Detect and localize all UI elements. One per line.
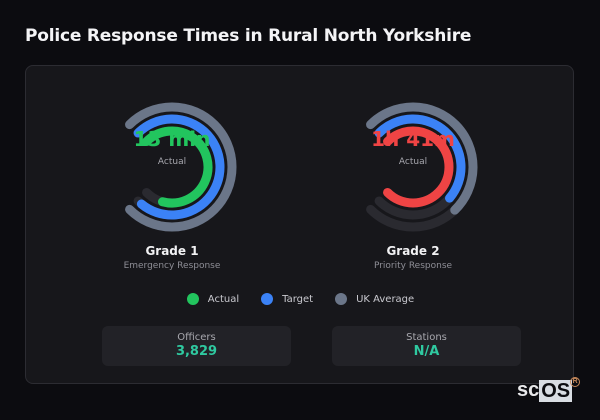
logo-text-os: OS bbox=[539, 380, 573, 402]
stat-stations-value: N/A bbox=[413, 344, 440, 359]
legend-label-target: Target bbox=[282, 293, 314, 305]
legend-label-actual: Actual bbox=[207, 293, 240, 305]
target-arc bbox=[374, 114, 466, 203]
gauge-grade-2: 1h 41m Actual bbox=[333, 87, 493, 247]
legend-item-actual: Actual bbox=[186, 293, 240, 305]
response-times-card: 13 min Actual Grade 1 Emergency Response… bbox=[25, 65, 574, 384]
gauge-grade-2-value: 1h 41m bbox=[371, 127, 455, 151]
uk-average-dot-icon bbox=[335, 293, 348, 305]
stat-officers: Officers 3,829 bbox=[102, 326, 291, 366]
registered-icon: R bbox=[570, 377, 581, 387]
stat-officers-value: 3,829 bbox=[175, 344, 218, 359]
actual-arc bbox=[383, 126, 454, 208]
gauge-grade-1-name: Grade 1 bbox=[145, 244, 199, 258]
gauge-grade-1: 13 min Actual bbox=[92, 87, 252, 247]
gauge-grade-2-rings bbox=[366, 102, 478, 232]
legend-item-uk-average: UK Average bbox=[335, 293, 414, 305]
gauge-grade-1-rings bbox=[125, 102, 237, 232]
target-arc bbox=[133, 114, 225, 220]
stat-officers-label: Officers bbox=[177, 332, 216, 343]
gauge-grade-2-description: Priority Response bbox=[373, 261, 453, 271]
page-title: Police Response Times in Rural North Yor… bbox=[25, 26, 472, 46]
legend: Actual Target UK Average bbox=[26, 293, 575, 305]
uk-average-arc bbox=[125, 102, 237, 232]
gauge-grade-2-sublabel: Actual bbox=[398, 157, 428, 167]
legend-item-target: Target bbox=[261, 293, 313, 305]
stat-stations: Stations N/A bbox=[332, 326, 521, 366]
scos-logo: sc OS R bbox=[517, 377, 581, 402]
actual-dot-icon bbox=[186, 293, 199, 305]
gauge-grade-2-name: Grade 2 bbox=[386, 244, 440, 258]
logo-text-sc: sc bbox=[517, 379, 540, 401]
stat-stations-label: Stations bbox=[406, 332, 447, 343]
gauge-grade-1-description: Emergency Response bbox=[123, 261, 221, 271]
legend-label-uk-average: UK Average bbox=[356, 293, 415, 305]
target-dot-icon bbox=[261, 293, 274, 305]
gauge-grade-1-sublabel: Actual bbox=[157, 157, 187, 167]
gauge-grade-1-value: 13 min bbox=[133, 127, 211, 151]
actual-arc bbox=[142, 126, 213, 208]
uk-average-arc bbox=[366, 102, 478, 215]
